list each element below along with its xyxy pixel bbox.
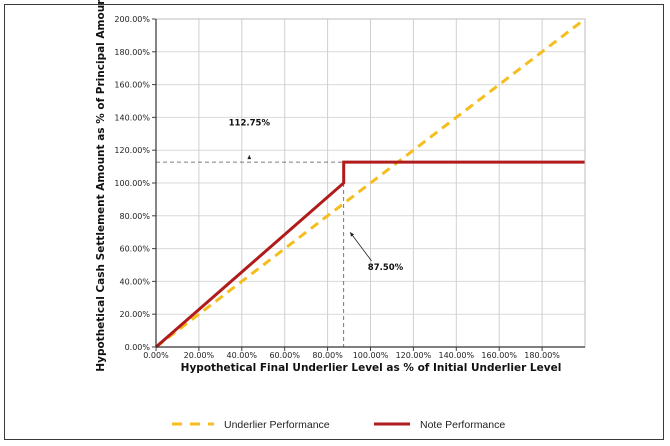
x-tick-label: 20.00% bbox=[184, 351, 215, 360]
x-tick-label: 160.00% bbox=[481, 351, 517, 360]
y-tick-label: 40.00% bbox=[119, 277, 150, 286]
x-tick-label: 120.00% bbox=[396, 351, 432, 360]
y-tick-label: 20.00% bbox=[119, 310, 150, 319]
y-tick-label: 60.00% bbox=[119, 245, 150, 254]
annotations: 112.75% 87.50% bbox=[229, 119, 404, 273]
annotation-label: 112.75% bbox=[229, 119, 271, 129]
x-tick-label: 0.00% bbox=[143, 351, 169, 360]
legend-label-note: Note Performance bbox=[420, 419, 505, 431]
y-tick-label: 100.00% bbox=[114, 179, 150, 188]
x-axis-title: Hypothetical Final Underlier Level as % … bbox=[181, 362, 562, 374]
y-tick-label: 200.00% bbox=[114, 15, 150, 24]
y-tick-label: 160.00% bbox=[114, 81, 150, 90]
y-axis-title: Hypothetical Cash Settlement Amount as %… bbox=[95, 0, 107, 372]
x-tick-label: 60.00% bbox=[269, 351, 300, 360]
y-tick-label: 0.00% bbox=[125, 343, 151, 352]
tick-labels: 0.00% 20.00% 40.00% 60.00% 80.00% 100.00% 120.… bbox=[114, 15, 560, 360]
y-tick-label: 180.00% bbox=[114, 48, 150, 57]
x-tick-label: 80.00% bbox=[312, 351, 343, 360]
legend-item-note: Note Performance bbox=[374, 419, 505, 431]
x-tick-label: 100.00% bbox=[353, 351, 389, 360]
legend-item-underlier: Underlier Performance bbox=[172, 419, 330, 431]
annotation-arrow-line bbox=[349, 231, 372, 262]
x-tick-label: 140.00% bbox=[439, 351, 475, 360]
reference-lines bbox=[156, 161, 345, 347]
axes bbox=[152, 18, 586, 351]
annotation-label: 87.50% bbox=[368, 263, 404, 273]
x-tick-label: 40.00% bbox=[227, 351, 258, 360]
series-underlier-line bbox=[155, 17, 586, 349]
annotation-arrow-head bbox=[350, 232, 355, 237]
y-tick-label: 120.00% bbox=[114, 146, 150, 155]
series-note-line bbox=[155, 160, 585, 349]
legend-label-underlier: Underlier Performance bbox=[224, 419, 330, 431]
annotation-arrow-head bbox=[247, 155, 252, 160]
legend: Underlier Performance Note Performance bbox=[172, 419, 505, 431]
x-tick-label: 180.00% bbox=[524, 351, 560, 360]
y-tick-label: 80.00% bbox=[119, 212, 150, 221]
chart-frame bbox=[4, 4, 664, 440]
series-lines bbox=[155, 17, 586, 349]
y-tick-label: 140.00% bbox=[114, 113, 150, 122]
